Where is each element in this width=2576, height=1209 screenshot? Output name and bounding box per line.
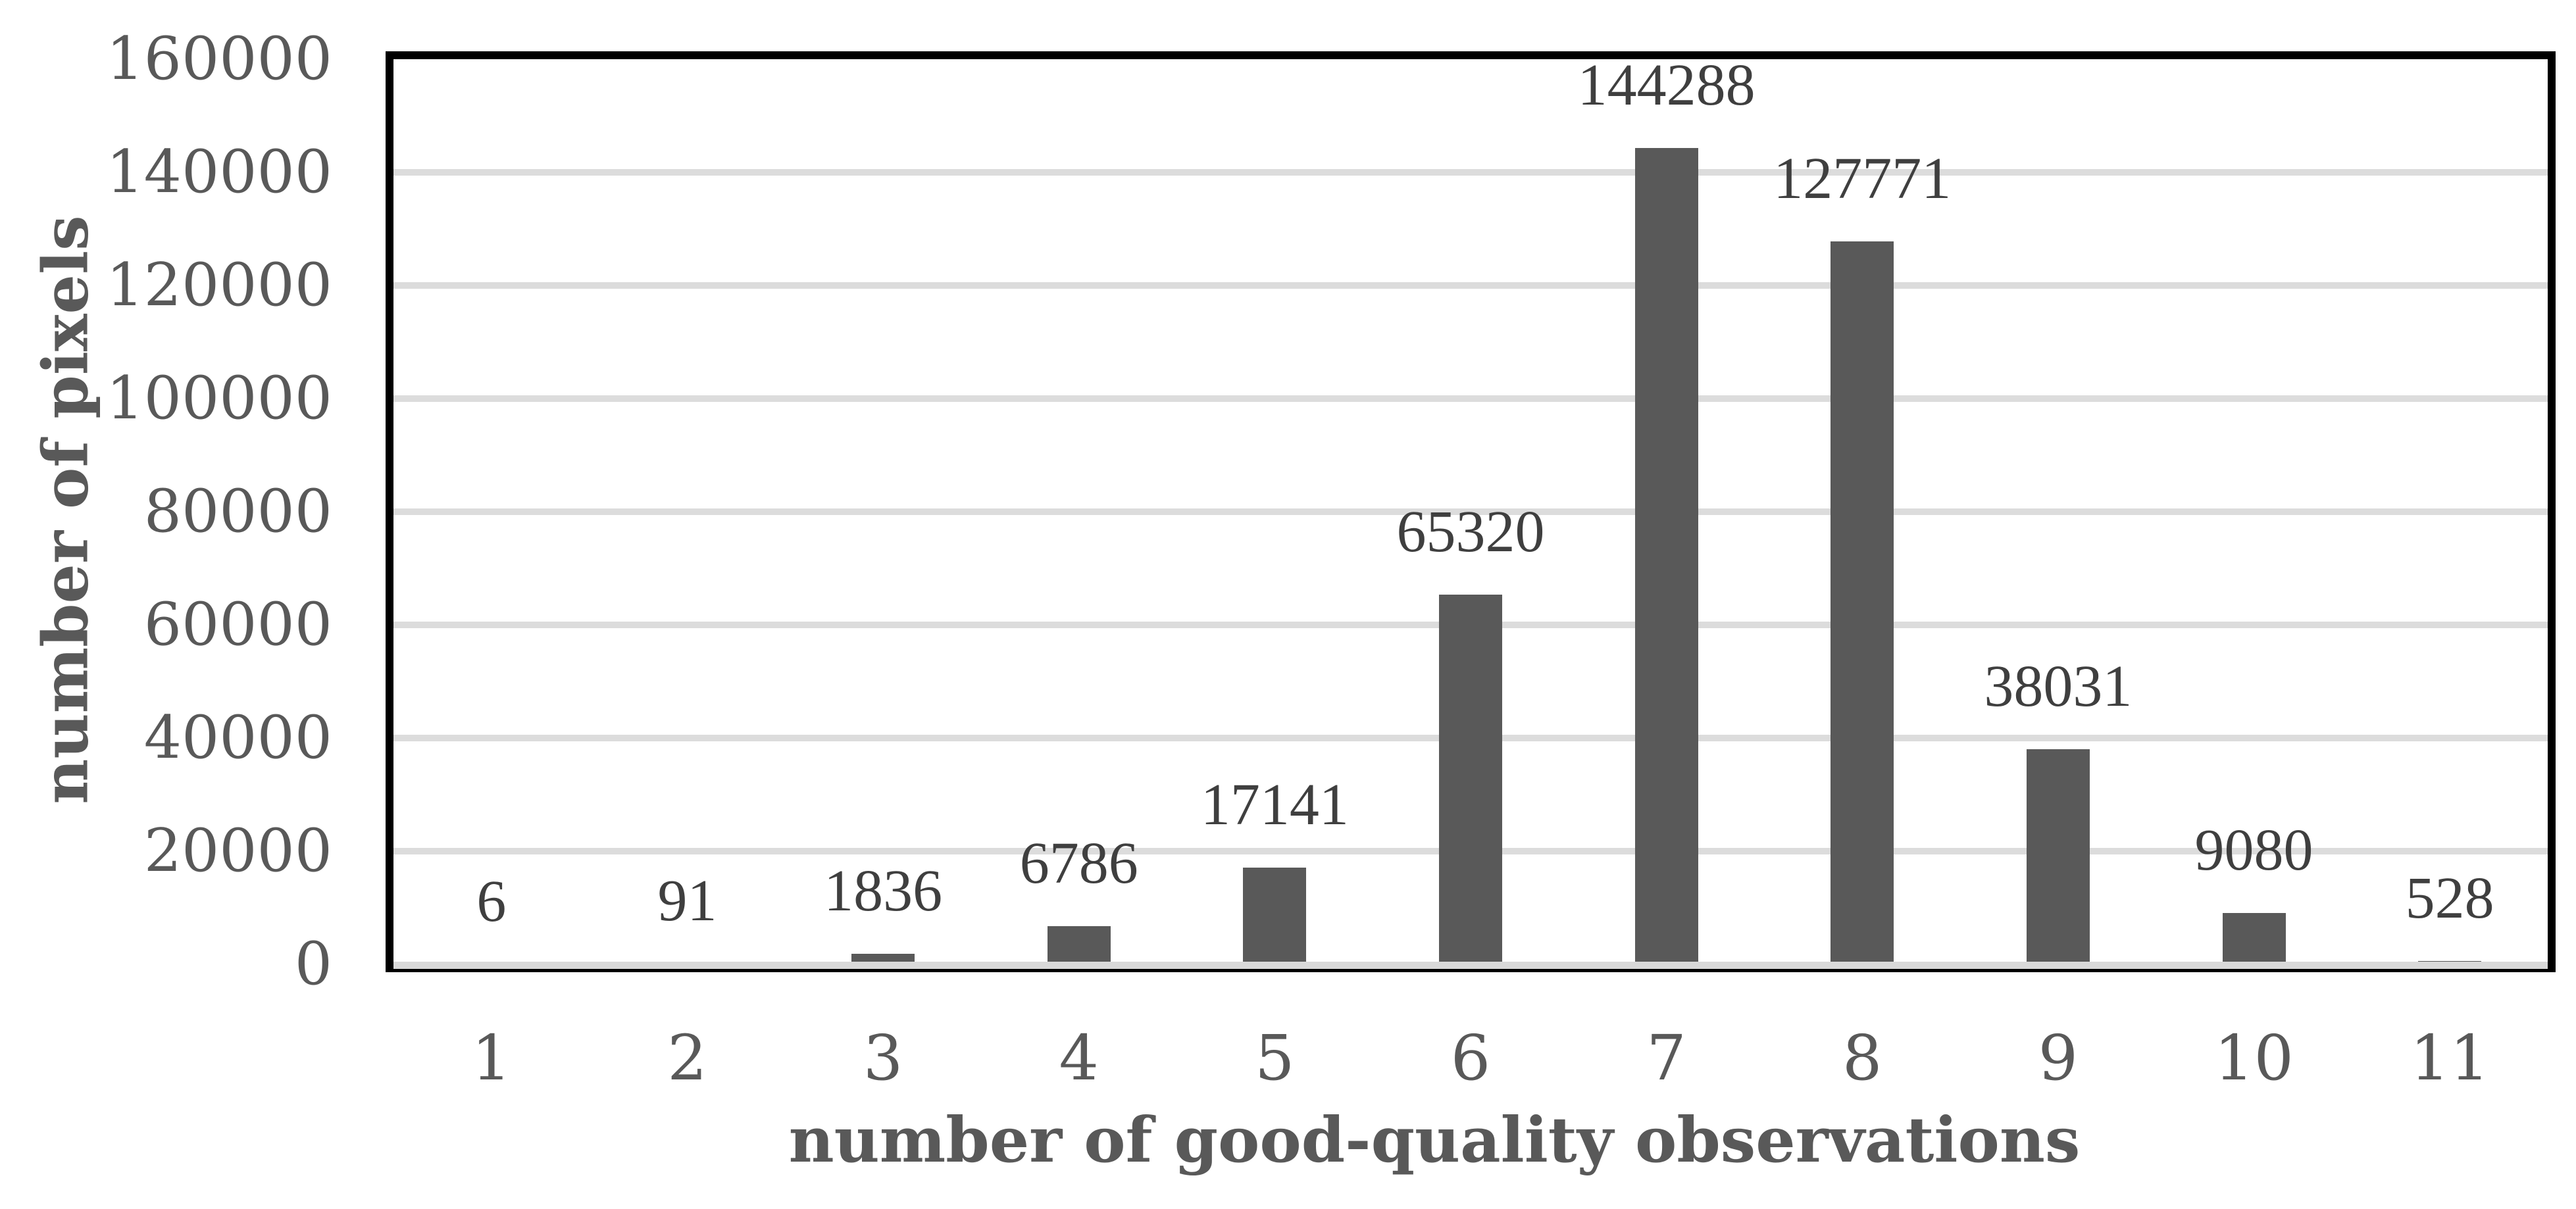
data-label-1: 6 [476, 868, 507, 934]
x-tick-label-3: 3 [863, 1022, 903, 1095]
x-tick-label-6: 6 [1450, 1022, 1491, 1095]
y-tick-label-100000: 100000 [106, 364, 332, 433]
x-tick-label-8: 8 [1842, 1022, 1882, 1095]
gridline-y-80000 [393, 508, 2548, 515]
y-tick-label-0: 0 [294, 929, 332, 999]
bar-column-4 [1047, 925, 1111, 964]
y-tick-label-160000: 160000 [106, 24, 332, 93]
y-tick-label-120000: 120000 [106, 251, 332, 320]
data-label-4: 6786 [1019, 830, 1138, 896]
data-label-11: 528 [2405, 866, 2494, 931]
data-label-7: 144288 [1577, 53, 1755, 118]
x-tick-label-2: 2 [667, 1022, 707, 1095]
x-tick-label-5: 5 [1255, 1022, 1295, 1095]
y-tick-label-20000: 20000 [143, 816, 332, 885]
data-label-5: 17141 [1200, 772, 1349, 837]
bar-column-9 [2026, 749, 2090, 964]
y-tick-label-140000: 140000 [106, 137, 332, 207]
y-tick-label-80000: 80000 [143, 477, 332, 546]
data-label-3: 1836 [824, 858, 943, 924]
x-tick-label-1: 1 [471, 1022, 512, 1095]
x-axis-title: number of good-quality observations [788, 1104, 2081, 1177]
x-tick-label-11: 11 [2410, 1022, 2490, 1095]
gridline-y-140000 [393, 169, 2548, 176]
gridline-y-120000 [393, 282, 2548, 289]
y-tick-label-60000: 60000 [143, 590, 332, 659]
x-tick-label-10: 10 [2214, 1022, 2294, 1095]
data-label-9: 38031 [1984, 653, 2133, 719]
data-label-8: 127771 [1773, 146, 1952, 212]
bar-column-10 [2222, 912, 2286, 964]
y-axis-title: number of pixels [29, 215, 103, 804]
data-label-2: 91 [657, 868, 717, 934]
gridline-y-100000 [393, 395, 2548, 402]
bar-column-8 [1831, 241, 1894, 964]
x-tick-label-7: 7 [1646, 1022, 1686, 1095]
x-tick-label-9: 9 [2038, 1022, 2079, 1095]
zero-axis-line [393, 962, 2548, 969]
bar-column-6 [1439, 595, 1502, 964]
data-label-6: 65320 [1396, 499, 1545, 565]
plot-area: 6 91 1836 6786 17141 65320 144288 127771 38031 90… [386, 51, 2556, 972]
data-label-10: 9080 [2194, 817, 2313, 883]
x-tick-label-4: 4 [1059, 1022, 1099, 1095]
bar-column-5 [1243, 867, 1307, 964]
bar-column-7 [1634, 148, 1698, 964]
y-tick-label-40000: 40000 [143, 703, 332, 772]
